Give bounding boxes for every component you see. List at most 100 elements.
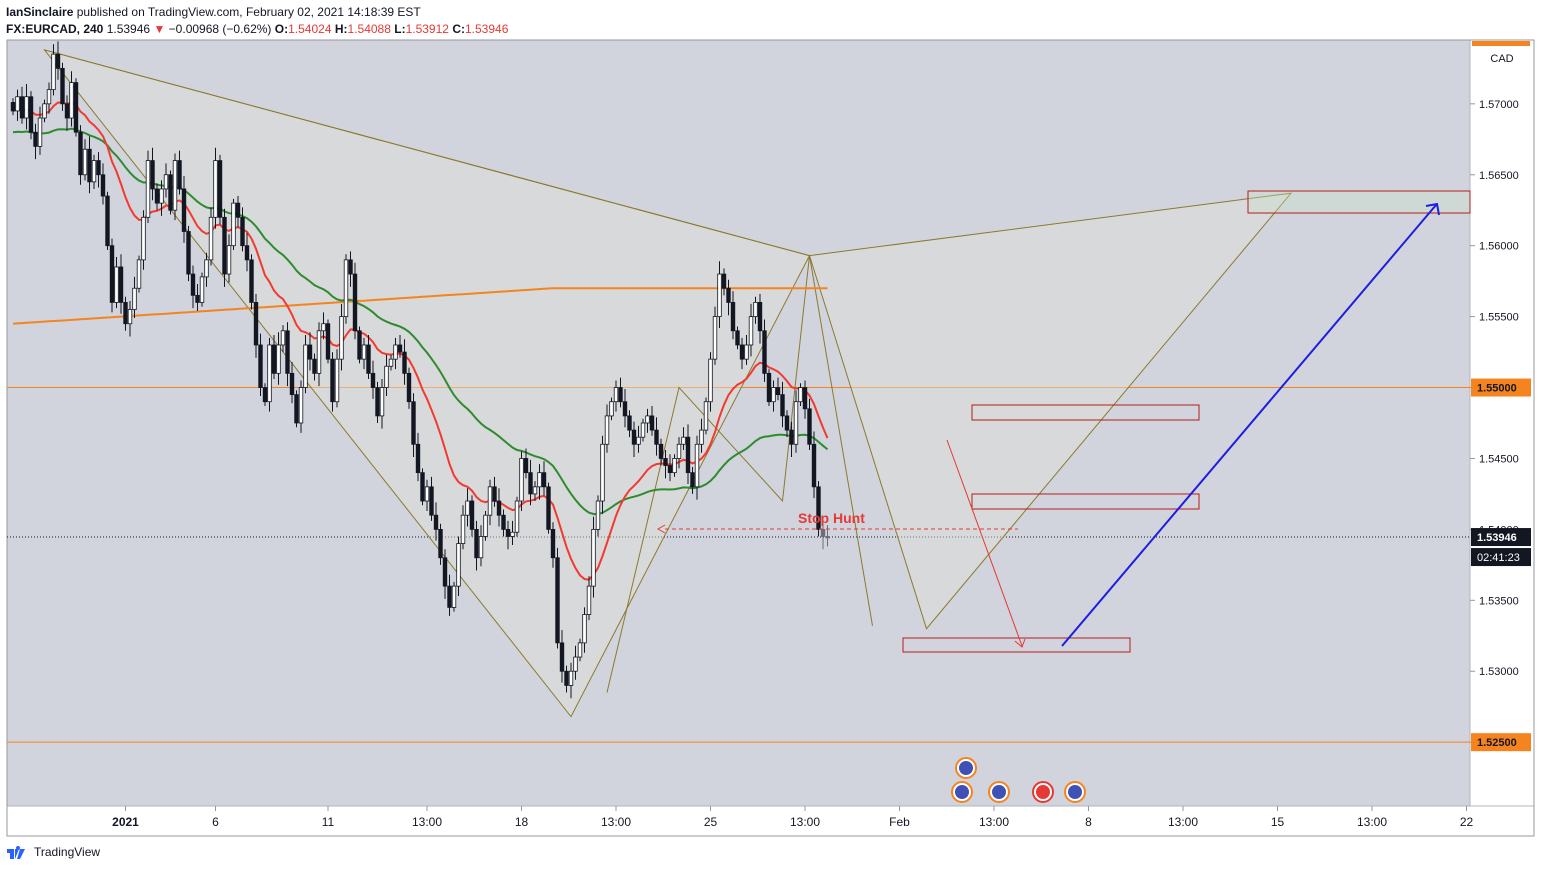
candle[interactable] [393,337,398,370]
candle[interactable] [667,454,673,482]
candle[interactable] [330,352,335,412]
candle[interactable] [415,432,421,482]
candle[interactable] [60,62,65,111]
candle[interactable] [595,495,601,537]
candle[interactable] [568,662,574,699]
candle[interactable] [721,268,727,296]
candle[interactable] [663,449,668,479]
candle[interactable] [600,435,605,514]
candle[interactable] [645,408,650,433]
candle[interactable] [604,404,610,453]
candle[interactable] [384,354,389,397]
candle[interactable] [640,418,646,442]
candle[interactable] [271,335,277,380]
candle[interactable] [501,509,506,537]
publisher-name[interactable]: IanSinclaire [6,5,74,19]
candle[interactable] [793,390,799,453]
candle[interactable] [631,421,637,458]
candle[interactable] [528,459,533,506]
candle[interactable] [469,495,475,537]
candle[interactable] [460,505,466,550]
candle[interactable] [717,261,722,328]
candle[interactable] [177,150,182,195]
candle[interactable] [249,254,254,310]
candle[interactable] [150,147,155,201]
candle[interactable] [433,502,439,541]
candle[interactable] [361,337,367,370]
candle[interactable] [753,296,758,324]
candle[interactable] [226,234,232,283]
candle[interactable] [289,362,295,404]
candle[interactable] [685,424,691,484]
candle[interactable] [546,482,551,534]
candle[interactable] [78,125,83,185]
candle[interactable] [298,380,304,433]
candle[interactable] [105,191,110,250]
candle[interactable] [649,405,655,436]
candle[interactable] [654,417,659,456]
candle[interactable] [771,380,776,412]
candle[interactable] [420,468,425,506]
candle[interactable] [397,335,403,358]
candle[interactable] [132,276,137,319]
candle[interactable] [136,255,142,293]
candle[interactable] [127,301,133,337]
candle[interactable] [96,152,101,188]
candle[interactable] [388,354,394,371]
candle[interactable] [123,296,128,331]
candle[interactable] [699,418,704,453]
candle[interactable] [213,147,218,229]
candle[interactable] [802,380,808,419]
candle[interactable] [312,353,317,381]
candle[interactable] [658,438,664,466]
candle[interactable] [208,207,214,266]
candle[interactable] [316,322,322,387]
candle[interactable] [447,574,452,616]
candle[interactable] [15,89,20,121]
candle[interactable] [172,153,178,221]
candle[interactable] [523,448,529,479]
candle[interactable] [375,381,380,423]
candle[interactable] [618,377,623,408]
candle[interactable] [379,379,385,429]
candle[interactable] [294,390,299,428]
support-zone[interactable] [902,637,1131,653]
candle[interactable] [258,333,263,397]
candle[interactable] [681,427,686,450]
candle[interactable] [159,180,164,216]
candle[interactable] [429,476,434,521]
candle[interactable] [366,335,371,380]
candle[interactable] [190,265,196,309]
plot-area[interactable] [7,40,1470,806]
candle[interactable] [240,207,245,252]
candle[interactable] [757,293,763,344]
candle[interactable] [357,326,362,364]
candle[interactable] [550,522,556,568]
candle[interactable] [532,481,538,502]
candle[interactable] [334,349,340,408]
candle[interactable] [474,520,479,571]
candle[interactable] [181,176,187,243]
candle[interactable] [586,576,592,621]
candle[interactable] [222,208,227,287]
candle[interactable] [204,252,209,287]
candle[interactable] [285,322,290,387]
candle[interactable] [627,410,632,438]
mid-zone[interactable] [971,493,1200,510]
candle[interactable] [69,71,74,127]
candle[interactable] [51,44,56,96]
candle[interactable] [64,95,70,131]
candle[interactable] [82,139,88,181]
candle[interactable] [816,481,821,537]
candle[interactable] [276,332,281,385]
candle[interactable] [613,380,619,412]
candle[interactable] [118,254,124,314]
candle[interactable] [163,163,169,198]
candle[interactable] [307,332,313,371]
candle[interactable] [352,262,358,340]
candle[interactable] [726,279,731,316]
candle[interactable] [145,150,151,223]
candle[interactable] [636,425,641,453]
candle[interactable] [451,581,457,612]
candle[interactable] [438,523,443,565]
